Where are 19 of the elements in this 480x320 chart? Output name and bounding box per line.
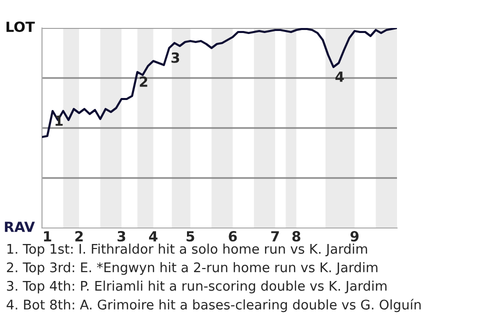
text: LOT — [6, 22, 35, 32]
x-tick-label: 2 — [75, 231, 83, 242]
x-tick-label: 7 — [271, 231, 279, 242]
x-tick-label: 4 — [149, 231, 158, 242]
annotation: 4 — [335, 72, 344, 82]
text: RAV — [4, 222, 35, 232]
text: 3. Top 4th: P. Elriamli hit a run-scoring double vs K. Jardim — [7, 280, 386, 294]
x-tick-label: 9 — [350, 231, 359, 242]
x-tick-label: 5 — [186, 231, 194, 242]
annotation: 1 — [56, 116, 63, 126]
text: 1. Top 1st: I. Fithraldor hit a solo home run vs K. Jardim — [7, 244, 368, 256]
text: 4. Bot 8th: A. Grimoire hit a bases-clearing double vs G. Olguín — [6, 298, 421, 312]
annotation: 2 — [140, 76, 148, 87]
x-tick-label: 8 — [292, 231, 300, 242]
x-tick-label: 1 — [44, 231, 52, 242]
x-tick-label: 6 — [228, 231, 237, 242]
text: 2. Top 3rd: E. *Engwyn hit a 2-run home run vs K. Jardim — [6, 262, 378, 275]
x-tick-label: 3 — [118, 231, 126, 242]
annotation: 3 — [171, 52, 180, 63]
